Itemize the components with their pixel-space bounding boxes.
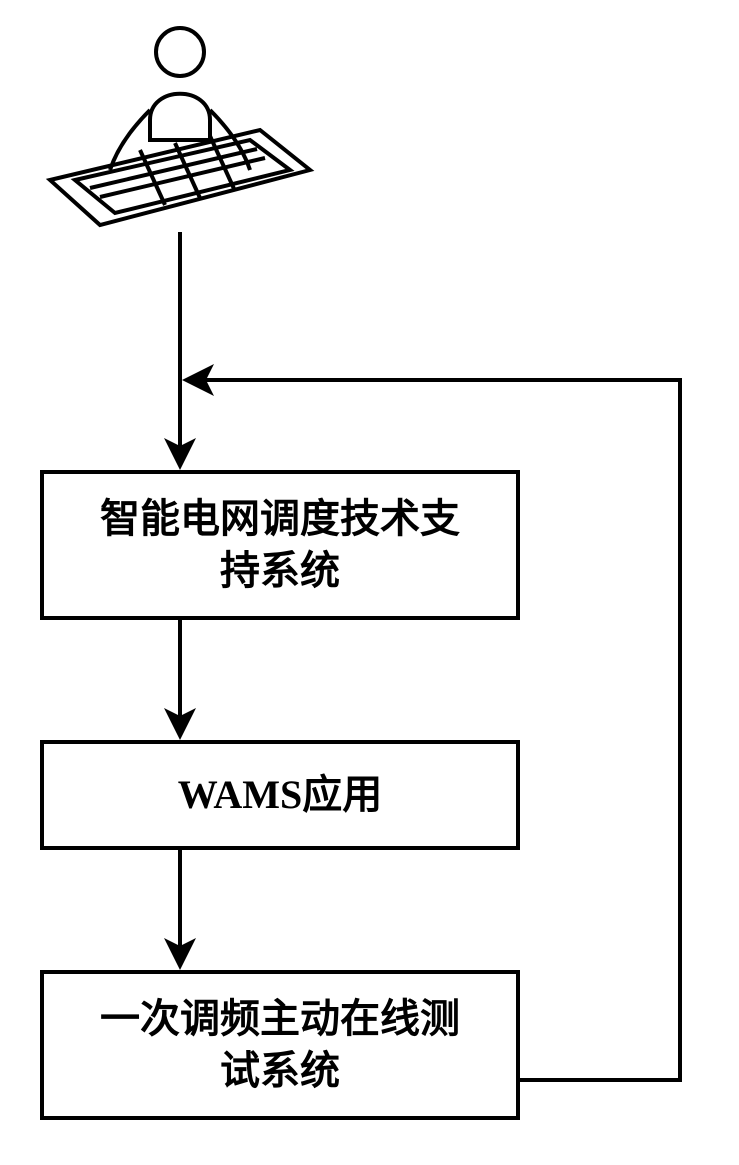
operator-at-console-icon bbox=[50, 28, 310, 225]
primary-frequency-test-label: 一次调频主动在线测 试系统 bbox=[100, 993, 460, 1097]
smart-grid-dispatch-box: 智能电网调度技术支 持系统 bbox=[40, 470, 520, 620]
wams-app-box: WAMS应用 bbox=[40, 740, 520, 850]
smart-grid-dispatch-label: 智能电网调度技术支 持系统 bbox=[100, 493, 460, 597]
primary-frequency-test-box: 一次调频主动在线测 试系统 bbox=[40, 970, 520, 1120]
wams-app-label: WAMS应用 bbox=[178, 769, 382, 821]
